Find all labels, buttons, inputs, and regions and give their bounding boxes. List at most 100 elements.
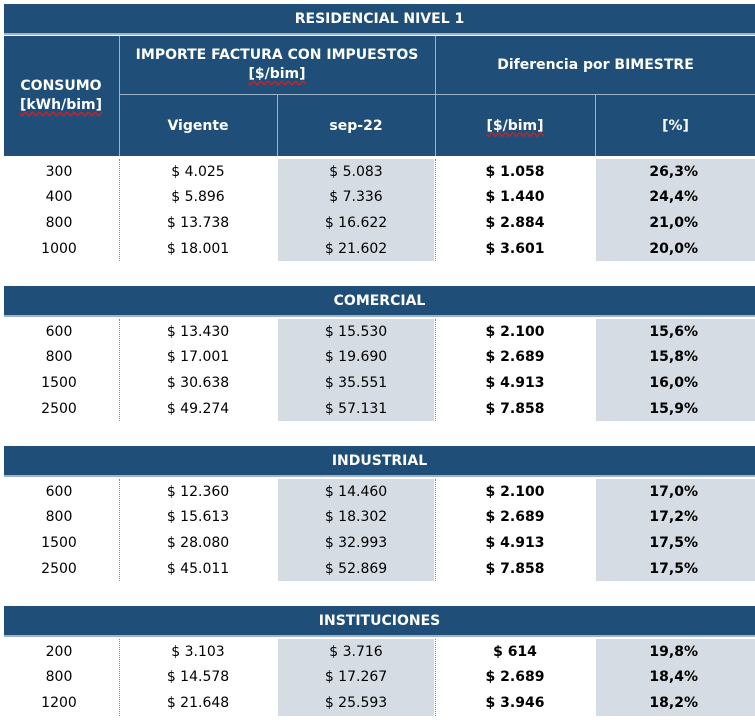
cell-consumo: 800 [0, 210, 118, 236]
cell-vigente-value: $ 21.648 [166, 694, 230, 711]
table-row: 200 $ 3.103 $ 3.716 $ 614 19,8% [0, 639, 755, 665]
cell-vigente-value: $ 3.103 [171, 643, 225, 660]
column-header: CONSUMO [kWh/bim] IMPORTE FACTURA CON IM… [4, 36, 755, 156]
cell-sep-22-value: $ 32.993 [324, 534, 388, 551]
cell-diferencia: $ 1.440 [436, 185, 594, 211]
cell-sep-22: $ 15.530 [278, 319, 434, 345]
cell-porcentaje: 18,4% [596, 664, 755, 691]
cell-porcentaje-value: 24,4% [649, 189, 698, 206]
cell-vigente: $ 12.360 [120, 479, 276, 505]
cell-diferencia-value: $ 2.884 [485, 214, 545, 231]
section-residencial: 300 $ 4.025 $ 5.083 $ 1.058 26,3% 400 $ 5.896 $… [0, 159, 755, 262]
cell-sep-22: $ 21.602 [278, 235, 434, 262]
cell-sep-22-value: $ 15.530 [324, 323, 388, 340]
cell-vigente-value: $ 15.613 [166, 509, 230, 526]
cell-vigente: $ 3.103 [120, 639, 276, 665]
cell-diferencia: $ 1.058 [436, 159, 594, 185]
cell-consumo-value: 800 [45, 214, 73, 231]
table-row: 300 $ 4.025 $ 5.083 $ 1.058 26,3% [0, 159, 755, 185]
cell-porcentaje: 20,0% [596, 235, 755, 262]
cell-vigente-value: $ 13.738 [166, 214, 230, 231]
cell-sep-22: $ 17.267 [278, 664, 434, 691]
cell-sep-22-value: $ 21.602 [324, 240, 388, 257]
cell-consumo-value: 1000 [41, 240, 77, 257]
table-row: 1500 $ 30.638 $ 35.551 $ 4.913 16,0% [0, 370, 755, 396]
cell-diferencia: $ 2.100 [436, 319, 594, 345]
cell-diferencia: $ 614 [436, 639, 594, 665]
cell-diferencia-value: $ 7.858 [485, 400, 545, 417]
section-industrial: 600 $ 12.360 $ 14.460 $ 2.100 17,0% 800 $ 15.6… [0, 479, 755, 582]
table-row: 800 $ 15.613 $ 18.302 $ 2.689 17,2% [0, 504, 755, 531]
cell-sep-22-value: $ 19.690 [324, 349, 388, 366]
cell-porcentaje: 15,9% [596, 395, 755, 422]
cell-diferencia: $ 4.913 [436, 530, 594, 556]
cell-vigente: $ 21.648 [120, 690, 276, 716]
cell-vigente-value: $ 5.896 [171, 189, 225, 206]
cell-porcentaje: 24,4% [596, 184, 755, 211]
header-sep-22: sep-22 [329, 117, 383, 134]
cell-vigente: $ 30.638 [120, 370, 276, 396]
header-diferencia: Diferencia por BIMESTRE [497, 56, 694, 73]
cell-sep-22-value: $ 14.460 [324, 483, 388, 500]
table-row: 1200 $ 21.648 $ 25.593 $ 3.946 18,2% [0, 690, 755, 716]
cell-diferencia: $ 7.858 [436, 396, 594, 422]
cell-vigente-value: $ 18.001 [166, 240, 230, 257]
cell-sep-22-value: $ 7.336 [329, 189, 383, 206]
cell-diferencia: $ 4.913 [436, 370, 594, 396]
header-consumo-label: CONSUMO [20, 78, 102, 94]
cell-vigente: $ 18.001 [120, 236, 276, 262]
cell-porcentaje: 26,3% [596, 159, 755, 185]
cell-vigente: $ 45.011 [120, 556, 276, 582]
header-diff-pct: [%] [662, 117, 689, 134]
cell-consumo: 800 [0, 665, 118, 691]
cell-sep-22: $ 5.083 [278, 159, 434, 185]
header-importe-label: IMPORTE FACTURA CON IMPUESTOS [135, 47, 419, 63]
cell-consumo-value: 1200 [41, 694, 77, 711]
cell-consumo-value: 800 [45, 349, 73, 366]
cell-diferencia-value: $ 7.858 [485, 560, 545, 577]
cell-vigente: $ 14.578 [120, 665, 276, 691]
cell-sep-22-value: $ 25.593 [324, 694, 388, 711]
cell-diferencia: $ 2.689 [436, 665, 594, 691]
cell-consumo: 1000 [0, 236, 118, 262]
cell-sep-22: $ 35.551 [278, 370, 434, 396]
cell-diferencia: $ 2.100 [436, 479, 594, 505]
section-instituciones: 200 $ 3.103 $ 3.716 $ 614 19,8% 800 $ 14.578 $ … [0, 639, 755, 717]
cell-porcentaje-value: 19,8% [649, 643, 698, 660]
cell-vigente-value: $ 17.001 [166, 349, 230, 366]
cell-sep-22: $ 25.593 [278, 690, 434, 716]
cell-consumo-value: 300 [45, 163, 73, 180]
cell-vigente-value: $ 12.360 [166, 483, 230, 500]
cell-sep-22: $ 3.716 [278, 639, 434, 665]
cell-sep-22-value: $ 18.302 [324, 509, 388, 526]
cell-porcentaje-value: 20,0% [649, 240, 698, 257]
cell-sep-22: $ 7.336 [278, 184, 434, 211]
cell-vigente: $ 49.274 [120, 396, 276, 422]
cell-porcentaje-value: 15,6% [649, 323, 698, 340]
cell-vigente-value: $ 14.578 [166, 669, 230, 686]
header-importe-unit: [$/bim] [248, 66, 306, 82]
cell-porcentaje: 15,8% [596, 344, 755, 371]
table-row: 1000 $ 18.001 $ 21.602 $ 3.601 20,0% [0, 235, 755, 262]
cell-diferencia-value: $ 4.913 [485, 374, 545, 391]
cell-porcentaje-value: 17,5% [649, 534, 698, 551]
cell-diferencia: $ 2.884 [436, 210, 594, 236]
cell-sep-22-value: $ 35.551 [324, 374, 388, 391]
cell-diferencia: $ 3.601 [436, 236, 594, 262]
cell-consumo: 800 [0, 505, 118, 531]
cell-sep-22: $ 18.302 [278, 504, 434, 531]
cell-porcentaje: 21,0% [596, 210, 755, 236]
section-title-industrial: INDUSTRIAL [4, 446, 755, 477]
cell-diferencia-value: $ 2.689 [485, 669, 545, 686]
table-row: 400 $ 5.896 $ 7.336 $ 1.440 24,4% [0, 184, 755, 211]
cell-porcentaje-value: 16,0% [649, 374, 698, 391]
cell-consumo-value: 2500 [41, 560, 77, 577]
cell-consumo: 600 [0, 319, 118, 345]
cell-porcentaje: 17,5% [596, 530, 755, 556]
cell-sep-22-value: $ 3.716 [329, 643, 383, 660]
cell-vigente-value: $ 30.638 [166, 374, 230, 391]
cell-consumo-value: 1500 [41, 374, 77, 391]
cell-consumo: 2500 [0, 396, 118, 422]
cell-diferencia-value: $ 2.100 [485, 483, 545, 500]
cell-vigente-value: $ 28.080 [166, 534, 230, 551]
